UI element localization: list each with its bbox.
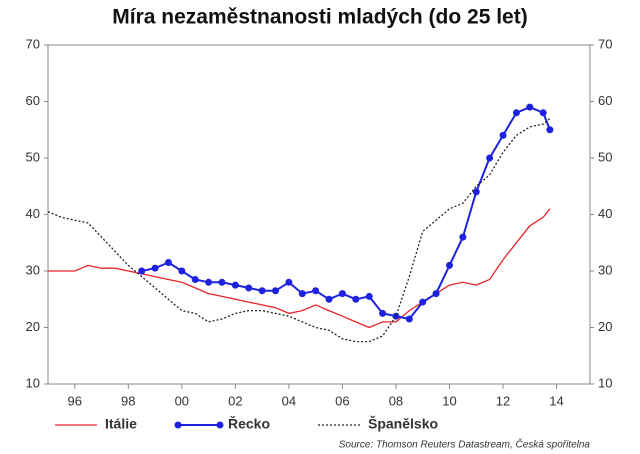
series-marker [218, 278, 226, 286]
series-marker [499, 131, 507, 139]
x-tick-label: 06 [335, 393, 349, 408]
legend-label: Řecko [228, 415, 270, 432]
chart-title: Míra nezaměstnanosti mladých (do 25 let) [112, 6, 527, 29]
series-marker [379, 309, 387, 317]
series-marker [191, 275, 199, 283]
y2-tick-label: 10 [598, 375, 612, 390]
series-marker [472, 188, 480, 196]
series-marker [258, 287, 266, 295]
series-line [141, 106, 551, 321]
x-tick-label: 98 [121, 393, 135, 408]
y-tick-label: 30 [26, 262, 40, 277]
y-tick-label: 40 [26, 206, 40, 221]
y2-tick-label: 40 [598, 206, 612, 221]
series-marker [325, 295, 333, 303]
series-marker [392, 312, 400, 320]
series-marker [445, 261, 453, 269]
series-line [48, 208, 551, 329]
series-marker [298, 290, 306, 298]
series-marker [151, 264, 159, 272]
y2-tick-label: 70 [598, 36, 612, 51]
x-tick-label: 02 [228, 393, 242, 408]
y2-tick-label: 60 [598, 93, 612, 108]
series-marker [365, 292, 373, 300]
series-marker [245, 284, 253, 292]
legend-marker [174, 421, 182, 429]
series-marker [432, 290, 440, 298]
series-marker [352, 295, 360, 303]
series-line [47, 117, 551, 343]
x-tick-label: 14 [549, 393, 563, 408]
y-tick-label: 70 [26, 36, 40, 51]
series-marker [419, 298, 427, 306]
series-marker [546, 126, 554, 134]
series-marker [312, 287, 320, 295]
series-marker [526, 103, 534, 111]
series-marker [138, 267, 146, 275]
series-marker [231, 281, 239, 289]
x-tick-label: 04 [282, 393, 296, 408]
series-marker [164, 259, 172, 267]
y-tick-label: 60 [26, 93, 40, 108]
legend-marker [216, 421, 224, 429]
y2-tick-label: 50 [598, 149, 612, 164]
x-tick-label: 10 [442, 393, 456, 408]
y-tick-label: 20 [26, 319, 40, 334]
y-tick-label: 10 [26, 375, 40, 390]
series-marker [338, 290, 346, 298]
legend-label: Španělsko [368, 415, 438, 432]
y-tick-label: 50 [26, 149, 40, 164]
legend-label: Itálie [105, 416, 137, 432]
series-marker [285, 278, 293, 286]
series-marker [405, 315, 413, 323]
source: Source: Thomson Reuters Datastream, Česk… [339, 438, 591, 451]
x-tick-label: 12 [496, 393, 510, 408]
plot-frame [47, 44, 591, 385]
series-marker [178, 267, 186, 275]
series-marker [512, 109, 520, 117]
series-marker [459, 233, 467, 241]
series-marker [205, 278, 213, 286]
y2-tick-label: 20 [598, 319, 612, 334]
x-tick-label: 08 [389, 393, 403, 408]
series-marker [272, 287, 280, 295]
series-marker [486, 154, 494, 162]
series-marker [539, 109, 547, 117]
y2-tick-label: 30 [598, 262, 612, 277]
x-tick-label: 00 [175, 393, 189, 408]
x-tick-label: 96 [68, 393, 82, 408]
